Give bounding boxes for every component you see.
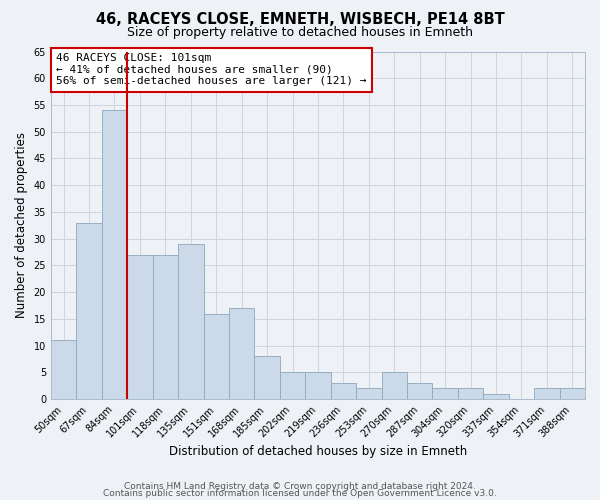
Bar [433,388,458,399]
Bar [102,110,127,399]
Bar [51,340,76,399]
Bar [483,394,509,399]
Bar [280,372,305,399]
Text: Size of property relative to detached houses in Emneth: Size of property relative to detached ho… [127,26,473,39]
Bar [458,388,483,399]
Bar [127,255,152,399]
Y-axis label: Number of detached properties: Number of detached properties [15,132,28,318]
Bar [229,308,254,399]
Bar [254,356,280,399]
Bar [305,372,331,399]
X-axis label: Distribution of detached houses by size in Emneth: Distribution of detached houses by size … [169,444,467,458]
Text: Contains HM Land Registry data © Crown copyright and database right 2024.: Contains HM Land Registry data © Crown c… [124,482,476,491]
Bar [560,388,585,399]
Bar [356,388,382,399]
Text: 46 RACEYS CLOSE: 101sqm
← 41% of detached houses are smaller (90)
56% of semi-de: 46 RACEYS CLOSE: 101sqm ← 41% of detache… [56,53,367,86]
Bar [76,222,102,399]
Bar [534,388,560,399]
Bar [152,255,178,399]
Bar [203,314,229,399]
Bar [382,372,407,399]
Bar [407,383,433,399]
Text: Contains public sector information licensed under the Open Government Licence v3: Contains public sector information licen… [103,490,497,498]
Bar [331,383,356,399]
Text: 46, RACEYS CLOSE, EMNETH, WISBECH, PE14 8BT: 46, RACEYS CLOSE, EMNETH, WISBECH, PE14 … [95,12,505,28]
Bar [178,244,203,399]
